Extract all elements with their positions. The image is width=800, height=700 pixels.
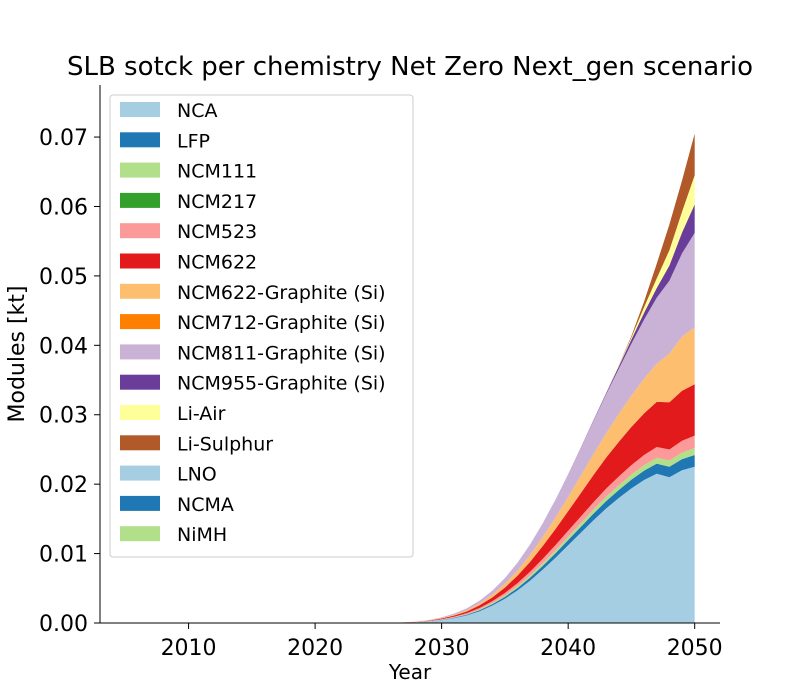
- x-tick-label-2: 2030: [414, 636, 470, 661]
- legend-swatch-0: [120, 102, 160, 117]
- y-tick-label-5: 0.05: [39, 265, 88, 290]
- legend-label-3: NCM217: [177, 191, 257, 213]
- legend-swatch-9: [120, 374, 160, 390]
- legend-label-6: NCM622-Graphite (Si): [177, 282, 386, 304]
- legend-swatch-3: [120, 192, 160, 208]
- y-tick-label-6: 0.06: [39, 195, 88, 220]
- legend-label-0: NCA: [177, 100, 217, 122]
- y-tick-label-0: 0.00: [39, 612, 88, 637]
- legend-swatch-12: [120, 465, 160, 481]
- legend-label-1: LFP: [177, 130, 210, 152]
- legend-swatch-10: [120, 405, 160, 420]
- legend-label-13: NCMA: [177, 494, 234, 516]
- legend-label-5: NCM622: [177, 252, 257, 274]
- legend-frame: [109, 94, 414, 558]
- area-series-1: [378, 455, 695, 623]
- area-series-2: [378, 448, 695, 623]
- legend-label-14: NiMH: [177, 524, 227, 546]
- legend-label-2: NCM111: [177, 161, 257, 183]
- legend-swatch-6: [120, 283, 160, 299]
- area-series-0: [378, 466, 695, 623]
- legend-label-4: NCM523: [177, 221, 257, 243]
- legend-label-9: NCM955-Graphite (Si): [177, 373, 386, 395]
- y-axis-label: Modules [kt]: [5, 286, 30, 423]
- y-ticks: 0.00 0.01 0.02 0.03 0.04 0.05 0.06 0.07: [39, 126, 100, 637]
- legend-swatch-8: [120, 344, 160, 360]
- y-tick-label-7: 0.07: [39, 126, 88, 151]
- legend-swatch-11: [120, 435, 160, 451]
- axes: [99, 85, 720, 624]
- area-series-4: [378, 435, 695, 623]
- x-ticks: 2010 2020 2030 2040 2050: [161, 623, 723, 661]
- x-tick-label-1: 2020: [287, 636, 343, 661]
- x-axis-label: Year: [388, 660, 432, 684]
- legend-swatch-2: [120, 162, 160, 178]
- y-tick-label-1: 0.01: [39, 543, 88, 568]
- legend: NCA LFP NCM111 NCM217 NCM523 NCM622 NCM622-Gra…: [109, 94, 414, 558]
- x-tick-label-0: 2010: [161, 636, 217, 661]
- area-series-5: [378, 384, 695, 623]
- legend-swatch-1: [120, 132, 160, 148]
- legend-swatch-13: [120, 495, 160, 511]
- legend-label-10: Li-Air: [177, 403, 226, 425]
- y-tick-label-2: 0.02: [39, 473, 88, 498]
- x-tick-label-4: 2050: [667, 636, 723, 661]
- legend-label-8: NCM811-Graphite (Si): [177, 342, 386, 364]
- y-tick-label-3: 0.03: [39, 404, 88, 429]
- legend-swatch-5: [120, 253, 160, 269]
- area-series-8: [378, 232, 695, 624]
- y-tick-label-4: 0.04: [39, 334, 88, 359]
- legend-label-7: NCM712-Graphite (Si): [177, 312, 386, 334]
- x-tick-label-3: 2040: [540, 636, 596, 661]
- legend-swatch-14: [120, 526, 160, 542]
- legend-label-12: LNO: [177, 464, 217, 486]
- legend-swatch-7: [120, 314, 160, 330]
- legend-label-11: Li-Sulphur: [177, 433, 273, 455]
- legend-swatch-4: [120, 223, 160, 239]
- legend-items: NCA LFP NCM111 NCM217 NCM523 NCM622 NCM622-Gra…: [120, 100, 386, 546]
- stacked-areas: [378, 133, 695, 624]
- chart-title: SLB sotck per chemistry Net Zero Next_ge…: [67, 52, 753, 82]
